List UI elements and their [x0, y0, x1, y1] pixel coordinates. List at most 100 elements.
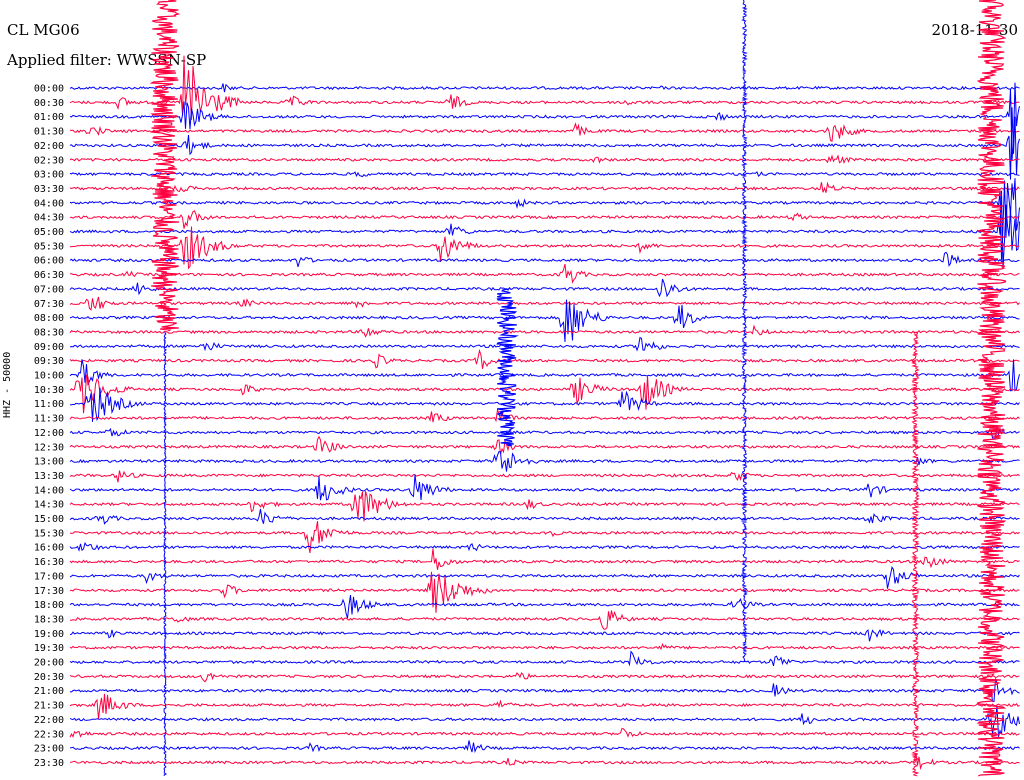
time-label: 07:30: [34, 299, 64, 310]
trace-line: [69, 541, 1020, 552]
time-label: 11:30: [34, 414, 64, 425]
trace-line: [69, 359, 1020, 392]
trace-line: [69, 693, 1020, 720]
time-label: 18:00: [34, 600, 64, 611]
trace-group: [69, 55, 1020, 771]
tall-event-trace: [976, 0, 1007, 777]
time-label: 10:00: [34, 371, 64, 382]
time-label: 01:00: [34, 112, 64, 123]
time-label: 09:30: [34, 356, 64, 367]
time-label: 22:00: [34, 715, 64, 726]
tall-event-trace: [149, 0, 181, 332]
time-label: 12:30: [34, 442, 64, 453]
time-label: 22:30: [34, 729, 64, 740]
time-label: 11:00: [34, 399, 64, 410]
time-label: 00:30: [34, 98, 64, 109]
trace-line: [69, 678, 1020, 703]
trace-line: [69, 727, 1020, 738]
trace-line: [69, 706, 1020, 737]
time-label: 03:30: [34, 184, 64, 195]
trace-line: [69, 263, 1020, 284]
trace-line: [69, 122, 1020, 143]
time-label: 08:30: [34, 327, 64, 338]
time-label: 16:30: [34, 557, 64, 568]
trace-line: [69, 426, 1020, 440]
time-label: 17:00: [34, 571, 64, 582]
time-label: 20:30: [34, 672, 64, 683]
time-label: 20:00: [34, 658, 64, 669]
trace-line: [69, 55, 1020, 120]
trace-line: [69, 251, 1020, 268]
time-label: 23:00: [34, 744, 64, 755]
time-label-group: 00:00 00:30 01:00 01:30 02:00 02:30 03:00 03:30…: [34, 84, 64, 769]
trace-line: [69, 435, 1020, 455]
time-label: 21:30: [34, 701, 64, 712]
time-label: 12:00: [34, 428, 64, 439]
trace-line: [69, 82, 1020, 161]
time-label: 00:00: [34, 84, 64, 95]
trace-line: [69, 451, 1020, 472]
trace-line: [69, 210, 1020, 229]
time-label: 13:00: [34, 457, 64, 468]
time-label: 02:00: [34, 141, 64, 152]
trace-line: [70, 740, 1020, 754]
tall-event-trace: [740, 0, 749, 663]
time-label: 06:30: [34, 270, 64, 281]
trace-line: [69, 181, 1020, 193]
time-label: 08:00: [34, 313, 64, 324]
time-label: 15:30: [34, 528, 64, 539]
tall-event-trace: [910, 331, 921, 777]
time-label: 23:30: [34, 758, 64, 769]
tall-event-trace: [496, 288, 519, 447]
time-label: 05:30: [34, 241, 64, 252]
time-label: 14:00: [34, 485, 64, 496]
time-label: 16:00: [34, 543, 64, 554]
trace-line: [69, 470, 1020, 483]
trace-line: [69, 336, 1020, 352]
time-label: 14:30: [34, 500, 64, 511]
trace-line: [69, 296, 1020, 311]
trace-line: [69, 107, 1020, 180]
time-label: 04:30: [34, 213, 64, 224]
time-label: 03:00: [34, 170, 64, 181]
trace-line: [69, 595, 1020, 619]
time-label: 19:30: [34, 643, 64, 654]
trace-line: [69, 171, 1020, 178]
tall-event-group: [149, 0, 1007, 777]
trace-line: [69, 548, 1020, 570]
trace-line: [69, 610, 1020, 630]
tall-event-trace: [162, 331, 168, 776]
trace-line: [69, 753, 1020, 771]
trace-line: [69, 491, 1020, 522]
time-label: 13:30: [34, 471, 64, 482]
time-label: 10:30: [34, 385, 64, 396]
y-axis-label: HHZ - 50000: [2, 351, 13, 418]
time-label: 09:00: [34, 342, 64, 353]
trace-line: [69, 672, 1020, 683]
time-label: 07:00: [34, 284, 64, 295]
trace-line: [69, 324, 1020, 338]
trace-line: [69, 628, 1020, 642]
trace-line: [69, 566, 1020, 589]
trace-line: [69, 571, 1020, 613]
trace-line: [69, 348, 1020, 369]
trace-line: [69, 474, 1020, 501]
trace-line: [69, 83, 1020, 93]
time-label: 04:00: [34, 198, 64, 209]
time-label: 21:00: [34, 686, 64, 697]
time-label: 19:00: [34, 629, 64, 640]
time-label: 15:00: [34, 514, 64, 525]
station-label: CL MG06: [7, 21, 80, 39]
time-label: 01:30: [34, 127, 64, 138]
trace-line: [69, 178, 1020, 261]
trace-line: [69, 190, 1020, 269]
trace-line: [69, 650, 1020, 667]
time-label: 17:30: [34, 586, 64, 597]
trace-line: [69, 374, 1020, 414]
trace-line: [69, 154, 1020, 165]
time-label: 02:30: [34, 155, 64, 166]
trace-line: [69, 299, 1020, 342]
trace-line: [69, 407, 1020, 423]
trace-line: [69, 387, 1020, 422]
